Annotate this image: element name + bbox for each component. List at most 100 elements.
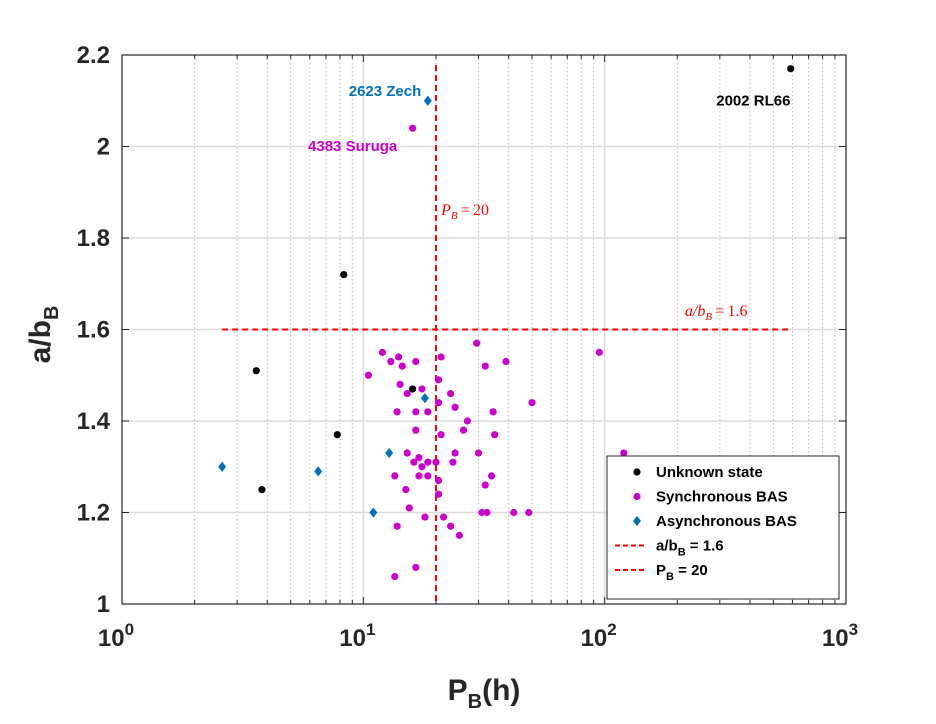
data-point xyxy=(473,339,481,347)
data-point xyxy=(434,399,443,407)
y-tick-label: 1 xyxy=(97,591,110,618)
legend-label: a/bB = 1.6 xyxy=(656,538,724,559)
legend-marker xyxy=(633,492,641,501)
data-point xyxy=(463,417,472,425)
data-point xyxy=(398,362,406,370)
data-point xyxy=(489,408,497,416)
data-point xyxy=(378,348,387,356)
legend-box xyxy=(606,455,840,600)
x-axis-label: PB(h) xyxy=(448,674,521,713)
data-point xyxy=(340,271,348,279)
x-tick-label: 100 xyxy=(98,620,134,652)
data-point xyxy=(402,486,410,494)
data-point xyxy=(408,124,417,132)
data-point xyxy=(787,65,795,73)
data-point xyxy=(439,513,448,521)
data-point xyxy=(405,504,413,512)
data-point xyxy=(424,408,432,416)
data-point xyxy=(434,490,443,498)
data-point xyxy=(434,376,443,384)
annotations: 2623 Zech 4383 Suruga 2002 RL66 PB = 20 a/bB… xyxy=(308,83,790,323)
data-point xyxy=(432,458,440,466)
data-point xyxy=(364,371,373,379)
data-point xyxy=(481,481,489,489)
x-tick-label: 101 xyxy=(339,620,375,652)
annotation-math: a/bB = 1.6 xyxy=(685,303,748,323)
data-point xyxy=(620,449,628,457)
data-point xyxy=(394,353,403,361)
annotation-math: PB = 20 xyxy=(440,202,489,222)
legend-label: Asynchronous BAS xyxy=(656,513,797,530)
data-point xyxy=(396,380,404,388)
data-point xyxy=(410,458,418,466)
data-point xyxy=(424,472,432,480)
series-synchronous-bas xyxy=(364,124,628,581)
data-point xyxy=(502,357,510,366)
data-point xyxy=(424,458,432,466)
series-unknown-state xyxy=(252,65,795,494)
data-point xyxy=(415,472,423,480)
data-point xyxy=(420,393,429,404)
data-point xyxy=(258,486,266,494)
y-tick-label: 2 xyxy=(97,134,110,161)
data-point xyxy=(528,399,536,407)
data-point xyxy=(418,463,426,471)
data-point xyxy=(510,508,518,517)
data-point xyxy=(525,508,533,517)
data-point xyxy=(421,513,429,521)
x-tick-label: 102 xyxy=(581,620,617,652)
data-point xyxy=(478,508,486,517)
data-point xyxy=(451,449,459,457)
data-point xyxy=(447,522,455,530)
data-point xyxy=(415,454,423,462)
data-point xyxy=(434,476,443,485)
annotation-label: 4383 Suruga xyxy=(308,138,398,155)
legend: Unknown state Synchronous BAS Asynchronous… xyxy=(606,455,840,600)
data-point xyxy=(449,458,457,466)
data-point xyxy=(447,389,455,398)
data-point xyxy=(369,507,378,518)
data-point xyxy=(393,522,401,530)
data-point xyxy=(459,426,468,434)
data-point xyxy=(487,472,496,480)
data-point xyxy=(455,531,463,539)
data-point xyxy=(387,357,395,366)
data-point xyxy=(252,367,260,375)
annotation-label: 2002 RL66 xyxy=(716,92,790,109)
data-point xyxy=(218,461,227,472)
legend-label: Unknown state xyxy=(656,464,763,481)
data-point xyxy=(391,572,399,581)
data-point xyxy=(333,431,341,439)
legend-label: Synchronous BAS xyxy=(656,489,788,506)
data-point xyxy=(412,357,420,366)
annotation-label: 2623 Zech xyxy=(349,83,422,100)
data-point xyxy=(491,431,499,439)
data-point xyxy=(403,449,411,457)
data-point xyxy=(418,385,426,393)
y-tick-label: 1.6 xyxy=(77,317,110,344)
data-point xyxy=(403,389,411,398)
data-point xyxy=(437,353,445,361)
data-point xyxy=(408,385,417,393)
data-points xyxy=(218,65,795,581)
data-point xyxy=(412,408,420,416)
y-tick-label: 1.8 xyxy=(77,225,110,252)
axis-ticks: 100 101 102 103 1 1.2 1.4 1.6 1.8 2 2.2 xyxy=(77,42,858,652)
data-point xyxy=(314,466,323,477)
data-point xyxy=(474,449,483,457)
data-point xyxy=(393,408,401,416)
data-point xyxy=(385,447,394,459)
data-point xyxy=(412,426,420,434)
y-tick-label: 1.4 xyxy=(77,408,111,435)
reference-lines xyxy=(222,65,791,604)
data-point xyxy=(481,362,489,370)
y-tick-label: 1.2 xyxy=(77,500,110,527)
legend-marker xyxy=(633,515,641,527)
data-point xyxy=(437,431,445,439)
series-asynchronous-bas xyxy=(218,95,432,518)
legend-label: PB = 20 xyxy=(656,562,708,583)
legend-marker xyxy=(633,468,641,476)
data-point xyxy=(595,348,603,356)
y-axis-label: a/bB xyxy=(24,306,63,364)
